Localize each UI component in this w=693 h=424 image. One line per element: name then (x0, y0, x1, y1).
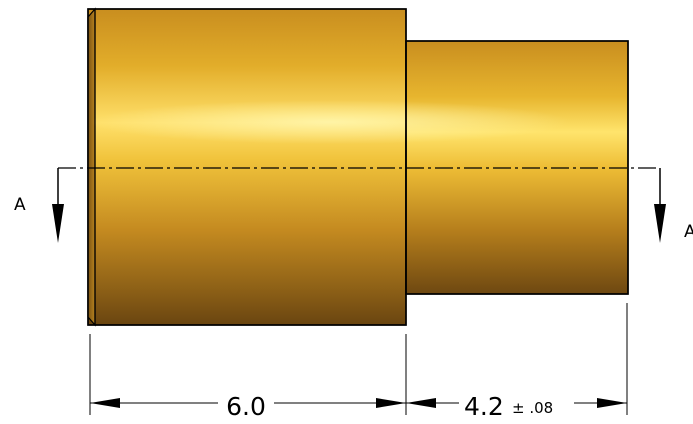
highlight (90, 100, 570, 144)
section-arrow-left (52, 168, 64, 243)
section-label-right: A (684, 222, 693, 242)
dimension-small: 4.2 ± .08 (406, 392, 627, 421)
extension-lines (89, 303, 628, 415)
section-label-left: A (14, 195, 26, 215)
dimension-small-value: 4.2 (464, 392, 504, 421)
large-cylinder (87, 7, 407, 327)
section-arrow-right (654, 168, 666, 243)
dimension-large-value: 6.0 (226, 392, 266, 421)
dimension-large: 6.0 (90, 392, 406, 421)
chamfer-face (87, 7, 96, 327)
dimension-small-tolerance: ± .08 (512, 399, 553, 417)
